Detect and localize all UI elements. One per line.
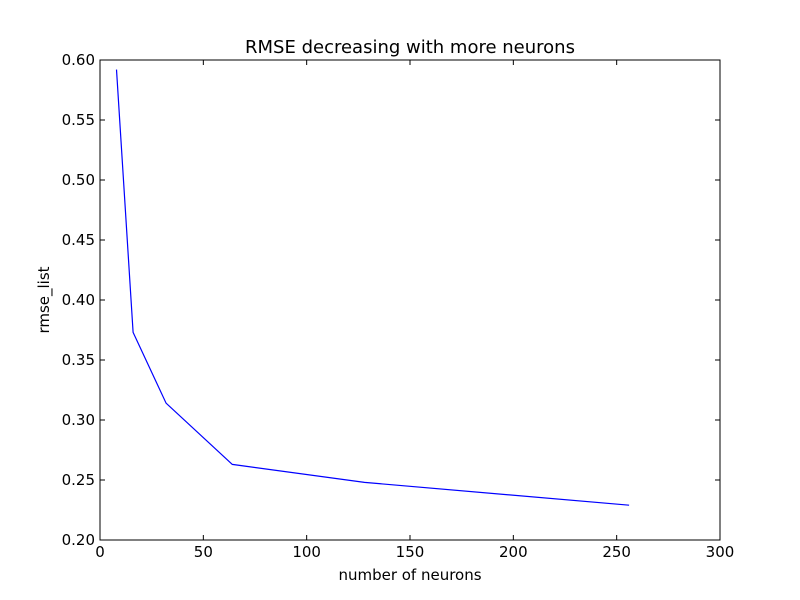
y-tick-label: 0.60 [62, 51, 95, 69]
plot-frame [99, 59, 721, 541]
y-axis-label: rmse_list [35, 266, 54, 333]
y-tick-label: 0.25 [62, 471, 95, 489]
y-tick-label: 0.20 [62, 531, 95, 549]
x-tick-label: 200 [499, 543, 528, 561]
x-tick-label: 300 [706, 543, 735, 561]
x-tick-label: 0 [95, 543, 105, 561]
x-tick-label: 50 [194, 543, 213, 561]
y-tick-label: 0.40 [62, 291, 95, 309]
x-tick-label: 250 [602, 543, 631, 561]
y-tick-label: 0.30 [62, 411, 95, 429]
plot-area: 0 50 100 150 200 250 300 0.20 0.25 0.30 0.35 0.40 0.… [62, 51, 735, 561]
x-tick-label: 150 [396, 543, 425, 561]
y-tick-label: 0.55 [62, 111, 95, 129]
x-tick-label: 100 [292, 543, 321, 561]
chart-title: RMSE decreasing with more neurons [245, 37, 575, 58]
y-tick-label: 0.35 [62, 351, 95, 369]
y-tick-label: 0.45 [62, 231, 95, 249]
y-tick-label: 0.50 [62, 171, 95, 189]
x-axis-label: number of neurons [338, 566, 481, 584]
series-line [115, 69, 630, 506]
